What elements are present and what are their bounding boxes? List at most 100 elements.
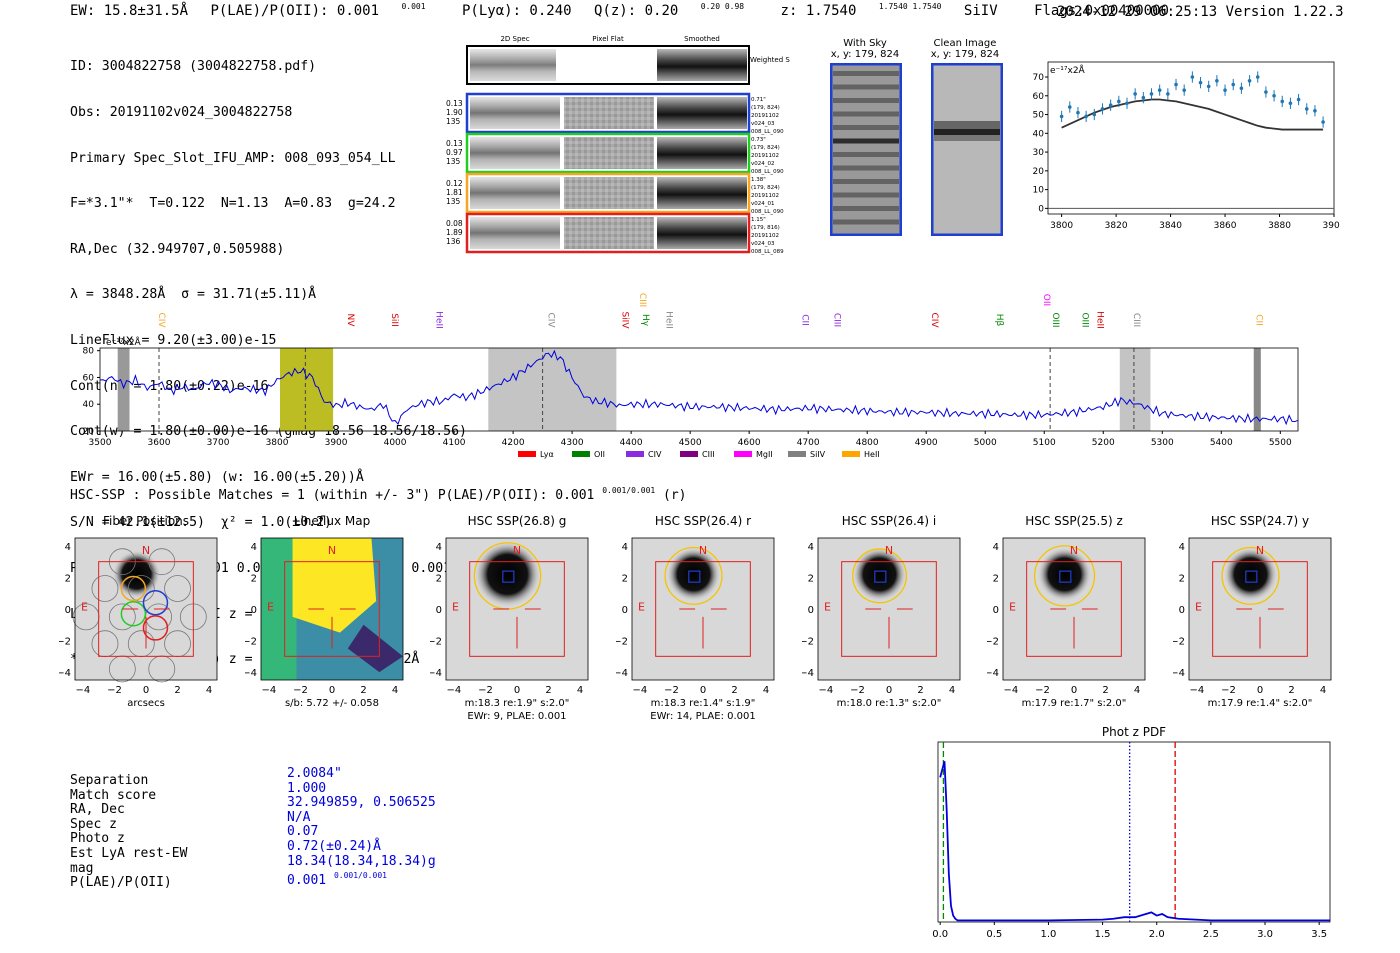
info-line: λ = 3848.28Å σ = 31.71(±5.11)Å [70, 287, 317, 303]
cutout-ytick-label: −4 [59, 668, 71, 679]
legend-swatch [680, 451, 698, 457]
zoom-data-point [1198, 80, 1203, 85]
zoom-ytick-label: 40 [1033, 129, 1045, 139]
header-plae: P(LAE)/P(OII): 0.001 0.001 [210, 2, 426, 19]
emission-line-label: OIII [1050, 312, 1060, 327]
cutout-2dspec [470, 177, 560, 209]
cutout-xtick-label: 0 [514, 685, 520, 696]
cutout-xtick-label: 2 [731, 685, 737, 696]
sky-stripe [833, 179, 899, 184]
full-xtick-label: 5500 [1269, 438, 1292, 448]
cutout-row-left-label: 135 [446, 117, 461, 126]
full-xtick-label: 5200 [1092, 438, 1115, 448]
full-xtick-label: 5000 [974, 438, 997, 448]
cutout-xtick-label: −4 [1004, 685, 1019, 696]
cutout-row-right-label: (179, 824) [751, 105, 780, 111]
legend-label: SiIV [810, 450, 826, 459]
cutout-xtick-label: 2 [174, 685, 180, 696]
cutout-panel: HSC SSP(26.8) g N E −4 −4 −2 −2 0 0 2 2 4 4 m:18.3 re… [430, 514, 589, 722]
cutout-xtick-label: 4 [392, 685, 398, 696]
cutout-ytick-label: 2 [251, 573, 257, 584]
zoom-data-point [1223, 88, 1227, 92]
search-box [1212, 561, 1308, 657]
aperture-circle [1033, 545, 1096, 607]
cutout-caption: arcsecs [127, 698, 165, 709]
cutout-title: Fiber Positions [103, 514, 189, 528]
cutout-title: HSC SSP(26.4) i [842, 514, 937, 528]
cutout-ytick-label: 0 [622, 605, 628, 616]
full-spectrum-line [99, 349, 1299, 426]
legend-label: Lyα [540, 450, 554, 459]
cutout-pixelflat [564, 217, 654, 249]
cutout-row-right-label: v024_03 [751, 241, 775, 247]
cutout-xtick-label: −2 [664, 685, 679, 696]
source-blob [1037, 547, 1092, 602]
cutout-xtick-label: 2 [1288, 685, 1294, 696]
cutout-caption: m:18.0 re:1.3" s:2.0" [837, 698, 942, 709]
cutout-header-pixelflat: Pixel Flat [592, 35, 624, 43]
region-shade-olive [279, 348, 334, 431]
info-line: LineFlux = 9.20(±3.00)e-15 [70, 332, 277, 348]
zoom-xtick-label: 3800 [1050, 221, 1073, 231]
cutout-panel: HSC SSP(26.4) r N E −4 −4 −2 −2 0 0 2 2 4 4 m:18.3 re… [616, 514, 775, 722]
cutout-row-left-label: 0.08 [446, 219, 463, 228]
legend-label: CIII [702, 450, 715, 459]
cutout-row-right-label: 008_LL_090 [751, 169, 784, 175]
cutout-ytick-label: −4 [616, 668, 628, 679]
zoom-data-point [1157, 88, 1162, 92]
cutout-pixelflat [564, 137, 654, 169]
cutout-ytick-label: −2 [59, 637, 71, 648]
cutout-ytick-label: 4 [65, 542, 71, 553]
cutout-ytick-label: −2 [802, 637, 814, 648]
zoom-data-point [1100, 107, 1105, 111]
sky-stripe [833, 84, 899, 90]
pdf-xtick-label: 2.5 [1203, 929, 1219, 940]
cutout-2dspec [470, 217, 560, 249]
zoom-ytick-label: 20 [1033, 167, 1045, 177]
sky-stripe [833, 125, 899, 130]
sky-stripe [833, 111, 899, 117]
sky-stripe [833, 219, 899, 225]
emission-line-label: CIV [156, 312, 166, 328]
weighted-sum-label: Weighted Sum [750, 56, 790, 64]
info-line: Obs: 20191102v024_3004822758 [70, 105, 293, 120]
zoom-data-point [1084, 114, 1088, 119]
source-blob [474, 541, 541, 608]
match-label: RA, Dec [70, 802, 125, 818]
north-label: N [1256, 544, 1264, 557]
fiber-circle [164, 575, 191, 602]
full-axes-frame [99, 347, 1299, 432]
full-xtick-label: 4300 [561, 438, 584, 448]
fiber-box [502, 570, 515, 583]
pdf-xtick-label: 1.5 [1095, 929, 1111, 940]
cutout-row-left-label: 0.13 [446, 99, 463, 108]
cutout-ytick-label: −4 [245, 668, 257, 679]
cutout-ytick-label: 2 [622, 573, 628, 584]
pdf-xtick-label: 3.5 [1311, 929, 1327, 940]
cutout-header-smoothed: Smoothed [684, 35, 720, 43]
cutout-ytick-label: 4 [808, 542, 814, 553]
zoom-data-point [1133, 92, 1137, 96]
aperture-circle [664, 546, 723, 605]
zoom-xtick-label: 3900 [1323, 221, 1340, 231]
full-xtick-label: 3700 [207, 438, 230, 448]
cutout-row-right-label: (179, 824) [751, 185, 780, 191]
full-spectrum-chart: e⁻¹⁷x2Å 20 40 60 80 3500 3600 3700 3800 3900 4000 4… [83, 293, 1299, 459]
full-xtick-label: 4000 [384, 438, 407, 448]
cutout-xtick-label: 4 [206, 685, 212, 696]
pdf-xtick-label: 0.5 [986, 929, 1002, 940]
legend-swatch [842, 451, 860, 457]
aperture-circle [1221, 546, 1280, 605]
north-label: N [885, 544, 893, 557]
cutout-title: Lineflux Map [294, 514, 370, 528]
legend-swatch [572, 451, 590, 457]
info-line: Cont(w) = 1.80(±0.00)e-16 (gmag 18.56 18… [70, 424, 467, 440]
fiber-red [142, 615, 169, 641]
match-label: P(LAE)/P(OII) [70, 875, 172, 891]
cutout-ytick-label: −2 [987, 637, 999, 648]
search-box [98, 561, 194, 657]
region-shade-grey [1119, 348, 1151, 431]
cutout-ytick-label: 2 [993, 573, 999, 584]
north-label: N [699, 544, 707, 557]
